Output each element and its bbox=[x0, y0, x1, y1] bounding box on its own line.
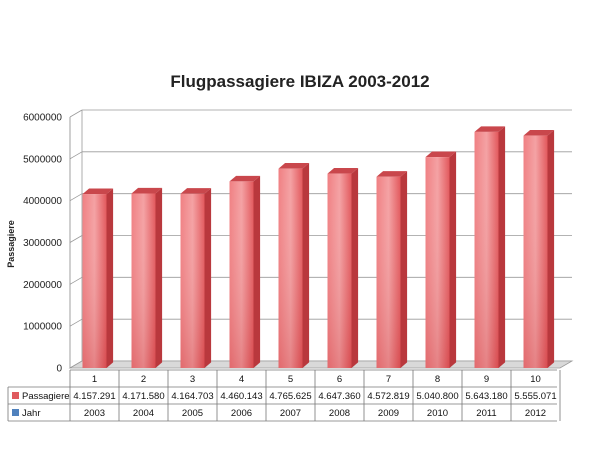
grid-depth-line bbox=[69, 151, 83, 160]
bar-top bbox=[425, 151, 457, 158]
table-cell: 2012 bbox=[525, 408, 546, 419]
legend-swatch bbox=[12, 392, 19, 399]
bar-side bbox=[400, 171, 408, 368]
bar-side bbox=[547, 130, 555, 368]
category-label: 9 bbox=[484, 374, 489, 385]
bar bbox=[425, 151, 457, 368]
table-cell: 2003 bbox=[84, 408, 105, 419]
chart-container: Flugpassagiere IBIZA 2003-2012 Passagier… bbox=[0, 40, 600, 450]
bar-top bbox=[523, 130, 555, 136]
bar-side bbox=[351, 167, 359, 368]
bar-side bbox=[302, 163, 310, 368]
bar bbox=[131, 187, 163, 368]
bars bbox=[82, 126, 555, 369]
chart-title: Flugpassagiere IBIZA 2003-2012 bbox=[170, 72, 429, 91]
bar-top bbox=[474, 126, 506, 132]
bar-shade bbox=[376, 176, 401, 368]
bar-shade bbox=[131, 193, 156, 368]
table-cell: 2008 bbox=[329, 408, 350, 419]
grid-depth-line bbox=[69, 193, 83, 202]
bar-shade bbox=[278, 168, 303, 368]
grid-depth-line bbox=[69, 318, 83, 327]
category-label: 2 bbox=[141, 374, 146, 385]
bar-shade bbox=[474, 131, 499, 368]
bar-side bbox=[253, 175, 261, 368]
bar-shade bbox=[327, 173, 352, 368]
table-cell: 5.555.071 bbox=[514, 391, 556, 402]
table-cell: 5.643.180 bbox=[465, 391, 507, 402]
bar-side bbox=[449, 151, 457, 368]
table-cell: 5.040.800 bbox=[416, 391, 458, 402]
data-table: 1 2 3 4 5 6 7 8 9 10 Passagiere 4.157.291 4.171.580 4… bbox=[7, 369, 561, 422]
y-tick-label: 6000000 bbox=[23, 113, 62, 124]
category-label: 3 bbox=[190, 374, 195, 385]
bar bbox=[376, 171, 408, 368]
bar-top bbox=[180, 188, 212, 194]
table-cell: 4.647.360 bbox=[318, 391, 360, 402]
bar bbox=[278, 163, 310, 368]
bar-shade bbox=[180, 193, 205, 368]
table-cell: 4.157.291 bbox=[73, 391, 115, 402]
table-cell: 2009 bbox=[378, 408, 399, 419]
y-axis-label: Passagiere bbox=[6, 220, 16, 268]
table-cell: 4.765.625 bbox=[269, 391, 311, 402]
table-cell: 4.164.703 bbox=[171, 391, 213, 402]
bar bbox=[180, 188, 212, 368]
category-label: 8 bbox=[435, 374, 440, 385]
bar-shade bbox=[523, 135, 548, 368]
table-cell: 2007 bbox=[280, 408, 301, 419]
bar-top bbox=[376, 171, 408, 177]
grid-depth-line bbox=[69, 109, 83, 118]
y-tick-label: 3000000 bbox=[23, 238, 62, 249]
bar-chart: Flugpassagiere IBIZA 2003-2012 Passagier… bbox=[6, 72, 574, 422]
category-label: 4 bbox=[239, 374, 244, 385]
bar-side bbox=[204, 188, 212, 368]
y-tick-label: 2000000 bbox=[23, 280, 62, 291]
table-cell: 2004 bbox=[133, 408, 154, 419]
bar-top bbox=[131, 187, 163, 194]
table-cell: 2011 bbox=[476, 408, 496, 419]
table-cell: 2005 bbox=[182, 408, 203, 419]
category-label: 10 bbox=[530, 374, 541, 385]
legend-series-name: Passagiere bbox=[22, 391, 70, 402]
table-cell: 4.460.143 bbox=[220, 391, 262, 402]
category-label: 7 bbox=[386, 374, 391, 385]
bar bbox=[523, 130, 555, 368]
grid-depth-line bbox=[69, 276, 83, 285]
bar-top bbox=[229, 175, 261, 182]
y-tick-label: 0 bbox=[56, 364, 62, 375]
bar-shade bbox=[82, 194, 107, 368]
bar-side bbox=[498, 126, 506, 369]
bar-top bbox=[278, 163, 310, 169]
y-tick-label: 1000000 bbox=[23, 322, 62, 333]
bar bbox=[82, 188, 114, 368]
legend-swatch bbox=[12, 409, 19, 416]
bar-shade bbox=[425, 157, 450, 368]
bar bbox=[474, 126, 506, 369]
bar bbox=[327, 167, 359, 368]
bar-top bbox=[327, 167, 359, 174]
table-cell: 4.171.580 bbox=[122, 391, 164, 402]
table-cell: 4.572.819 bbox=[367, 391, 409, 402]
y-tick-label: 4000000 bbox=[23, 196, 62, 207]
y-axis-ticks: 0 1000000 2000000 3000000 4000000 5000000 6000… bbox=[23, 113, 62, 375]
grid-depth-line bbox=[69, 235, 83, 243]
y-tick-label: 5000000 bbox=[23, 154, 62, 165]
bar-side bbox=[106, 188, 114, 368]
table-cell: 2010 bbox=[427, 408, 448, 419]
bar-side bbox=[155, 187, 163, 368]
legend-series-name: Jahr bbox=[22, 408, 40, 419]
bar bbox=[229, 175, 261, 368]
category-label: 6 bbox=[337, 374, 342, 385]
bar-shade bbox=[229, 181, 254, 368]
bar-top bbox=[82, 188, 114, 195]
category-label: 5 bbox=[288, 374, 293, 385]
category-label: 1 bbox=[92, 374, 97, 385]
table-cell: 2006 bbox=[231, 408, 252, 419]
